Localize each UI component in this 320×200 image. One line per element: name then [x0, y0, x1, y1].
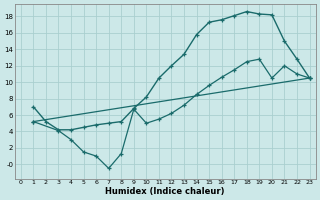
X-axis label: Humidex (Indice chaleur): Humidex (Indice chaleur)	[106, 187, 225, 196]
